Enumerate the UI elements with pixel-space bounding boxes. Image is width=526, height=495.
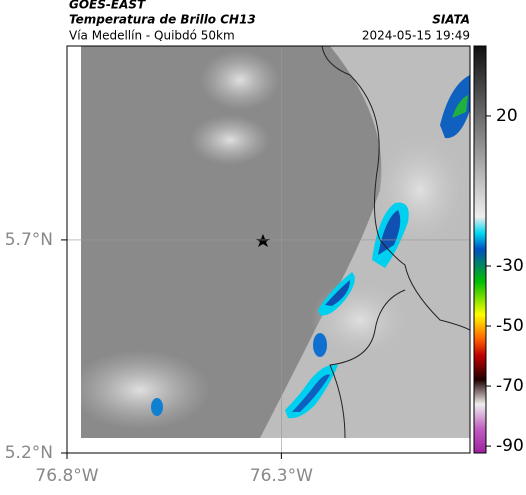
location-marker — [256, 234, 270, 247]
colorbar-tick-label: -50 — [496, 316, 524, 336]
cold-cloud — [313, 333, 327, 357]
source-title: GOES-EAST — [69, 0, 146, 12]
colorbar-tick-label: -90 — [496, 436, 524, 456]
bright-cloud — [81, 350, 210, 430]
boundary-line — [329, 289, 406, 438]
y-tick-label: 5.2°N — [5, 443, 53, 463]
org-label: SIATA — [432, 13, 470, 27]
product-title: Temperatura de Brillo CH13 — [69, 13, 256, 27]
colorbar-tick-label: -30 — [496, 256, 524, 276]
colorbar-tick-label: -70 — [496, 376, 524, 396]
boundary-line — [321, 46, 470, 331]
y-tick-label: 5.7°N — [5, 230, 53, 250]
route-label: Vía Medellín - Quibdó 50km — [69, 29, 235, 43]
satellite-image — [81, 46, 470, 438]
cold-cloud — [151, 398, 163, 416]
cold-cloud — [440, 75, 470, 139]
x-tick-label: 76.3°W — [250, 466, 313, 486]
bright-cloud — [200, 50, 280, 110]
colorbar — [473, 45, 487, 454]
x-tick-label: 76.8°W — [35, 466, 98, 486]
cold-cloud — [325, 280, 350, 306]
map-frame — [66, 45, 471, 454]
cold-cloud — [292, 374, 330, 412]
colorbar-tick-label: 20 — [496, 106, 518, 126]
datetime-label: 2024-05-15 19:49 — [362, 29, 470, 43]
bright-cloud — [190, 115, 270, 165]
cold-cloud — [452, 95, 468, 118]
